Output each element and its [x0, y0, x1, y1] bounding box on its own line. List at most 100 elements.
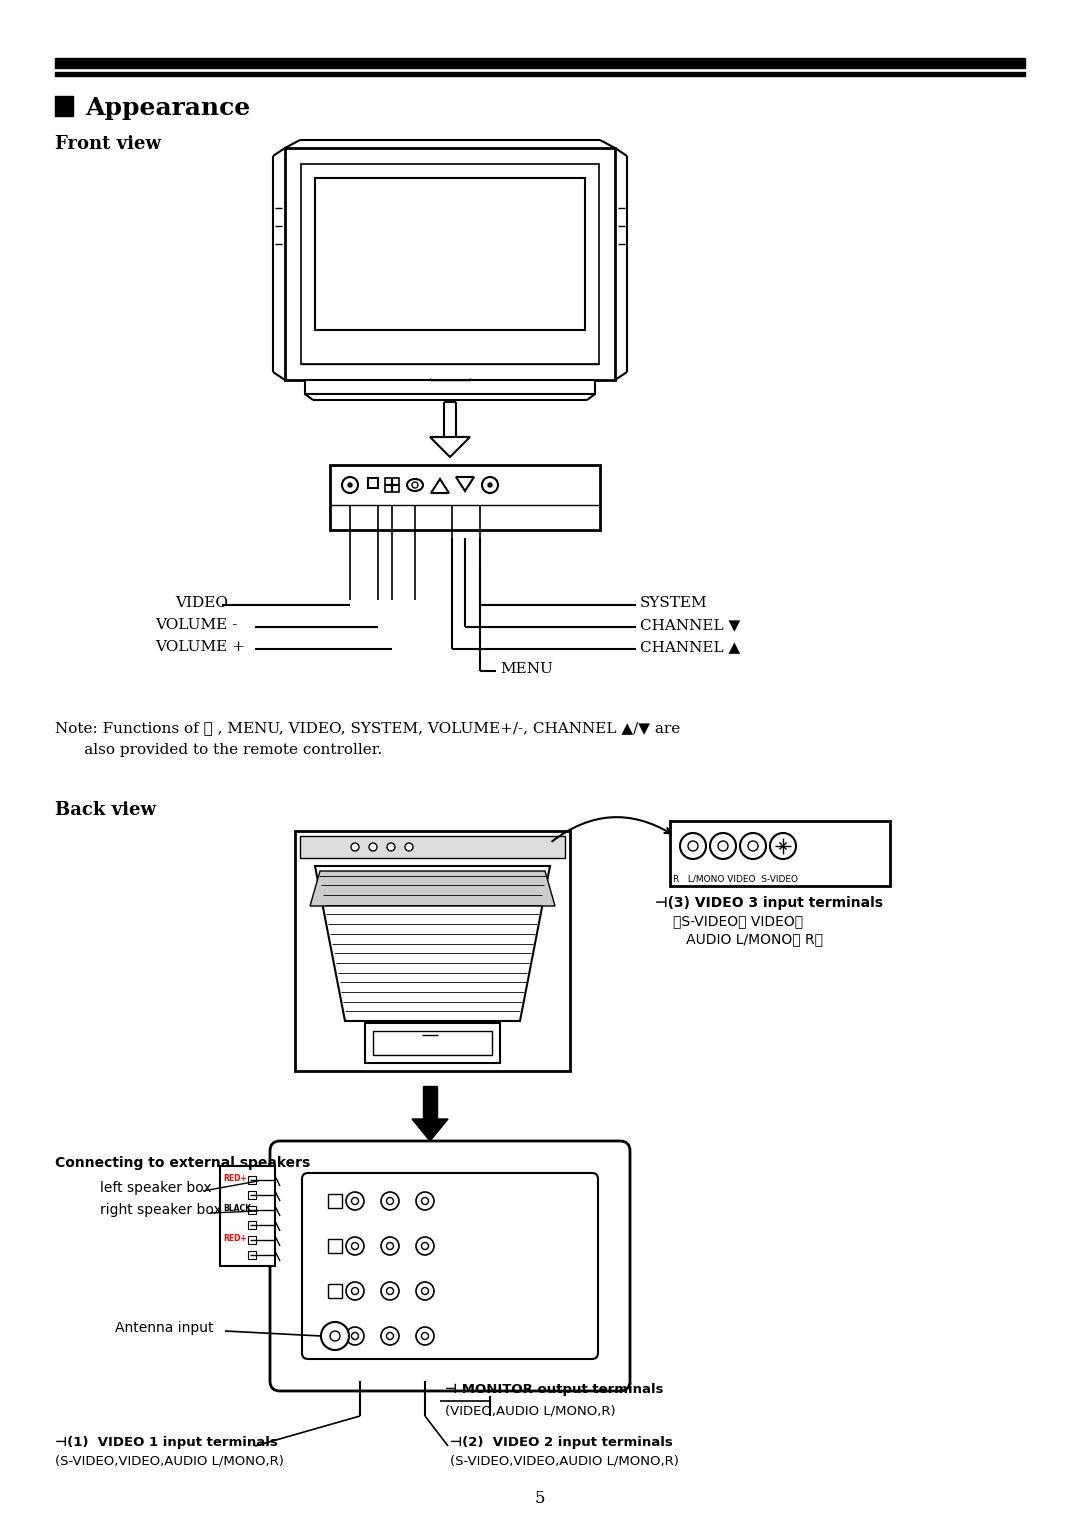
Bar	[330, 466, 600, 530]
Text: CHANNEL ▼: CHANNEL ▼	[640, 618, 740, 632]
Circle shape	[387, 1243, 393, 1249]
Text: (VIDEO,AUDIO L/MONO,R): (VIDEO,AUDIO L/MONO,R)	[445, 1403, 616, 1417]
Circle shape	[421, 1287, 429, 1295]
Circle shape	[688, 841, 698, 851]
Text: Appearance: Appearance	[85, 96, 251, 121]
Polygon shape	[456, 476, 474, 492]
Circle shape	[321, 1322, 349, 1350]
Text: VIDEO: VIDEO	[175, 596, 228, 609]
Circle shape	[381, 1193, 399, 1209]
Bar	[305, 380, 595, 394]
Bar	[365, 1023, 500, 1063]
Circle shape	[381, 1283, 399, 1299]
Text: also provided to the remote controller.: also provided to the remote controller.	[55, 744, 382, 757]
Circle shape	[351, 1333, 359, 1339]
Text: ⊣ MONITOR output terminals: ⊣ MONITOR output terminals	[445, 1383, 663, 1396]
Bar	[248, 1251, 256, 1258]
Bar	[670, 822, 890, 886]
Circle shape	[369, 843, 377, 851]
Text: (S-VIDEO,VIDEO,AUDIO L/MONO,R): (S-VIDEO,VIDEO,AUDIO L/MONO,R)	[450, 1454, 679, 1467]
Circle shape	[416, 1193, 434, 1209]
Text: RED+: RED+	[222, 1234, 246, 1243]
Bar	[328, 1194, 342, 1208]
Circle shape	[748, 841, 758, 851]
Bar	[248, 1191, 256, 1199]
Circle shape	[381, 1237, 399, 1255]
Bar	[248, 1206, 256, 1214]
Bar	[285, 148, 615, 380]
Text: R   L/MONO VIDEO  S-VIDEO: R L/MONO VIDEO S-VIDEO	[673, 873, 798, 883]
Text: left speaker box: left speaker box	[100, 1180, 212, 1196]
Text: BLACK: BLACK	[222, 1203, 251, 1212]
Bar	[384, 478, 399, 492]
Bar	[220, 1167, 275, 1266]
FancyBboxPatch shape	[302, 1173, 598, 1359]
Text: right speaker box: right speaker box	[100, 1203, 221, 1217]
Polygon shape	[310, 870, 555, 906]
Bar	[315, 179, 585, 330]
Circle shape	[342, 476, 357, 493]
Circle shape	[330, 1332, 340, 1341]
Circle shape	[416, 1283, 434, 1299]
Circle shape	[740, 834, 766, 860]
Bar	[328, 1238, 342, 1254]
Circle shape	[351, 843, 359, 851]
Circle shape	[346, 1193, 364, 1209]
Circle shape	[680, 834, 706, 860]
Circle shape	[488, 483, 492, 487]
Bar	[248, 1235, 256, 1245]
Ellipse shape	[407, 479, 423, 492]
Text: VOLUME -: VOLUME -	[156, 618, 238, 632]
Bar	[328, 1328, 342, 1344]
Circle shape	[346, 1237, 364, 1255]
Text: Front view: Front view	[55, 134, 161, 153]
Circle shape	[381, 1327, 399, 1345]
Circle shape	[387, 1197, 393, 1205]
Text: 5: 5	[535, 1490, 545, 1507]
Circle shape	[421, 1333, 429, 1339]
Bar	[368, 478, 378, 489]
Bar	[423, 1086, 437, 1119]
Circle shape	[710, 834, 735, 860]
Polygon shape	[431, 479, 449, 493]
Text: RED+: RED+	[222, 1174, 246, 1183]
Circle shape	[348, 483, 352, 487]
Circle shape	[387, 1287, 393, 1295]
Text: (S-VIDEO,VIDEO,AUDIO L/MONO,R): (S-VIDEO,VIDEO,AUDIO L/MONO,R)	[55, 1454, 284, 1467]
Circle shape	[351, 1243, 359, 1249]
Text: ⊣(1)  VIDEO 1 input terminals: ⊣(1) VIDEO 1 input terminals	[55, 1435, 278, 1449]
Circle shape	[346, 1327, 364, 1345]
Circle shape	[416, 1327, 434, 1345]
Polygon shape	[315, 866, 550, 1022]
Bar	[248, 1176, 256, 1183]
Circle shape	[416, 1237, 434, 1255]
Text: MENU: MENU	[500, 663, 553, 676]
Text: Note: Functions of ⓘ , MENU, VIDEO, SYSTEM, VOLUME+/-, CHANNEL ▲/▼ are: Note: Functions of ⓘ , MENU, VIDEO, SYST…	[55, 721, 680, 734]
Text: Connecting to external speakers: Connecting to external speakers	[55, 1156, 310, 1170]
Bar	[328, 1284, 342, 1298]
Text: ⊣(2)  VIDEO 2 input terminals: ⊣(2) VIDEO 2 input terminals	[450, 1435, 673, 1449]
Text: CHANNEL ▲: CHANNEL ▲	[640, 640, 740, 654]
Text: AUDIO L/MONO， R）: AUDIO L/MONO， R）	[673, 931, 823, 947]
Bar	[248, 1222, 256, 1229]
Text: Back view: Back view	[55, 802, 156, 818]
Text: （S-VIDEO， VIDEO，: （S-VIDEO， VIDEO，	[673, 915, 804, 928]
Text: SYSTEM: SYSTEM	[640, 596, 707, 609]
Circle shape	[387, 1333, 393, 1339]
Text: ⊣(3) VIDEO 3 input terminals: ⊣(3) VIDEO 3 input terminals	[654, 896, 883, 910]
Circle shape	[770, 834, 796, 860]
Circle shape	[411, 483, 418, 489]
FancyBboxPatch shape	[270, 1141, 630, 1391]
Circle shape	[351, 1197, 359, 1205]
Text: Antenna input: Antenna input	[114, 1321, 214, 1335]
Bar	[300, 835, 565, 858]
Polygon shape	[430, 437, 470, 457]
Bar	[373, 1031, 492, 1055]
Bar	[301, 163, 599, 363]
Polygon shape	[411, 1119, 448, 1141]
Circle shape	[482, 476, 498, 493]
Bar	[295, 831, 570, 1070]
Circle shape	[718, 841, 728, 851]
Circle shape	[405, 843, 413, 851]
Circle shape	[421, 1243, 429, 1249]
